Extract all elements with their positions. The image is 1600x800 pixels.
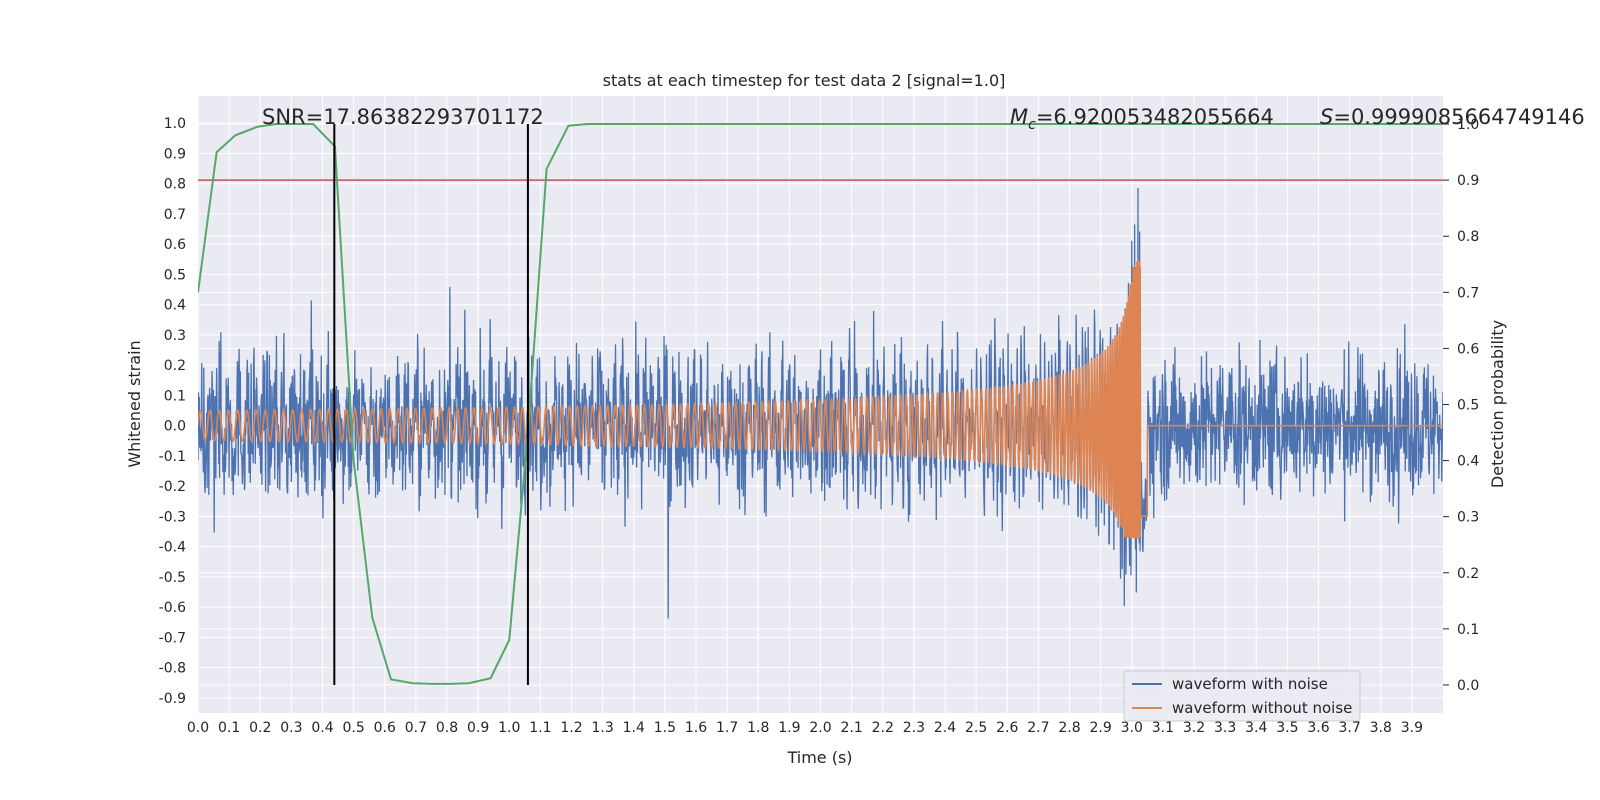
x-tick-label: 3.2 [1183, 720, 1205, 736]
x-tick-label: 2.5 [965, 720, 987, 736]
y-tick-label: -0.3 [159, 509, 186, 525]
y2-tick-label: 0.0 [1457, 678, 1479, 694]
y-tick-label: -0.2 [159, 479, 186, 495]
x-tick-label: 2.1 [840, 720, 862, 736]
mc-symbol: M [1010, 105, 1028, 129]
x-tick-label: 1.6 [685, 720, 707, 736]
x-axis-label: Time (s) [786, 748, 852, 767]
x-tick-label: 0.7 [405, 720, 427, 736]
x-tick-label: 0.8 [436, 720, 458, 736]
x-tick-label: 1.9 [778, 720, 800, 736]
y2-tick-label: 1.0 [1457, 117, 1479, 133]
x-tick-label: 0.1 [218, 720, 240, 736]
x-tick-label: 3.8 [1370, 720, 1392, 736]
x-tick-label: 0.6 [374, 720, 396, 736]
y2-tick-label: 0.1 [1457, 622, 1479, 638]
legend-label-clean: waveform without noise [1172, 699, 1352, 717]
series-layer [198, 123, 1443, 685]
x-tick-label: 2.7 [1027, 720, 1049, 736]
x-tick-label: 2.2 [872, 720, 894, 736]
x-tick-label: 2.0 [809, 720, 831, 736]
y-tick-label: 0.3 [164, 328, 186, 344]
y-tick-label: 0.5 [164, 267, 186, 283]
x-tick-label: 1.0 [498, 720, 520, 736]
x-tick-label: 3.6 [1307, 720, 1329, 736]
x-tick-label: 0.3 [280, 720, 302, 736]
y-tick-label: -0.6 [159, 600, 186, 616]
x-tick-label: 1.7 [716, 720, 738, 736]
y2-axis-ticks: 1.0 0.9 0.8 0.7 0.6 0.5 0.4 0.3 0.2 0.1 0.0 [1443, 117, 1479, 694]
y-tick-label: -0.8 [159, 661, 186, 677]
x-tick-label: 3.9 [1401, 720, 1423, 736]
x-tick-label: 1.5 [654, 720, 676, 736]
x-tick-label: 3.0 [1121, 720, 1143, 736]
x-tick-label: 0.9 [467, 720, 489, 736]
x-tick-label: 2.4 [934, 720, 956, 736]
x-tick-label: 0.2 [249, 720, 271, 736]
y2-tick-label: 0.4 [1457, 454, 1479, 470]
y2-tick-label: 0.5 [1457, 398, 1479, 414]
y-tick-label: -0.5 [159, 570, 186, 586]
annotations: SNR=17.86382293701172 Mc=6.9200534820556… [262, 105, 1585, 133]
x-tick-label: 1.4 [623, 720, 645, 736]
x-tick-label: 0.4 [311, 720, 333, 736]
y2-tick-label: 0.3 [1457, 510, 1479, 526]
x-tick-label: 1.1 [529, 720, 551, 736]
snr-annotation: SNR=17.86382293701172 [262, 105, 544, 129]
x-tick-label: 0.0 [187, 720, 209, 736]
x-tick-label: 1.8 [747, 720, 769, 736]
plot-area [197, 96, 1443, 713]
y-tick-label: 0.8 [164, 177, 186, 193]
y-tick-label: 0.6 [164, 237, 186, 253]
y-axis-label: Whitened strain [125, 340, 144, 467]
s-annotation: S=0.9999085664749146 [1320, 105, 1585, 129]
x-tick-label: 2.6 [996, 720, 1018, 736]
mc-value: =6.920053482055664 [1036, 105, 1274, 129]
x-tick-label: 3.7 [1338, 720, 1360, 736]
legend-label-noisy: waveform with noise [1172, 675, 1328, 693]
x-tick-label: 3.5 [1276, 720, 1298, 736]
y2-tick-label: 0.2 [1457, 566, 1479, 582]
mc-subscript: c [1028, 117, 1036, 133]
x-tick-label: 2.8 [1058, 720, 1080, 736]
y-tick-label: 0.1 [164, 388, 186, 404]
y-tick-label: 0.4 [164, 298, 186, 314]
y-tick-label: -0.9 [159, 691, 186, 707]
legend-box [1123, 670, 1361, 722]
y-tick-label: -0.4 [159, 540, 186, 556]
s-symbol: S [1320, 105, 1333, 129]
y-tick-label: 0.0 [164, 419, 186, 435]
s-value: =0.9999085664749146 [1333, 105, 1584, 129]
y-tick-label: -0.1 [159, 449, 186, 465]
x-tick-label: 3.1 [1152, 720, 1174, 736]
x-tick-label: 3.3 [1214, 720, 1236, 736]
legend: waveform with noise waveform without noi… [1123, 670, 1361, 722]
y-axis-ticks: 1.0 0.9 0.8 0.7 0.6 0.5 0.4 0.3 0.2 0.1 0.0 -0.1 -0.… [159, 116, 186, 707]
x-tick-label: 1.2 [560, 720, 582, 736]
chart-title: stats at each timestep for test data 2 [… [603, 71, 1006, 90]
y-tick-label: -0.7 [159, 630, 186, 646]
x-tick-label: 1.3 [591, 720, 613, 736]
y2-axis-label: Detection probability [1488, 320, 1507, 488]
series-waveform-without-noise [198, 259, 1443, 539]
x-tick-label: 0.5 [342, 720, 364, 736]
y2-tick-label: 0.6 [1457, 341, 1479, 357]
y2-tick-label: 0.8 [1457, 229, 1479, 245]
mc-annotation: Mc=6.920053482055664 [1010, 105, 1274, 133]
y2-tick-label: 0.7 [1457, 285, 1479, 301]
series-waveform-with-noise [198, 187, 1443, 619]
x-axis-ticks: 0.0 0.1 0.2 0.3 0.4 0.5 0.6 0.7 0.8 0.9 1.0 1.1 1.2 1… [187, 720, 1423, 736]
y-tick-label: 0.9 [164, 146, 186, 162]
y-tick-label: 0.7 [164, 207, 186, 223]
y-tick-label: 0.2 [164, 358, 186, 374]
y2-tick-label: 0.9 [1457, 173, 1479, 189]
x-tick-label: 2.3 [903, 720, 925, 736]
x-tick-label: 3.4 [1245, 720, 1267, 736]
series-detection-probability [198, 123, 1443, 685]
x-tick-label: 2.9 [1089, 720, 1111, 736]
y-tick-label: 1.0 [164, 116, 186, 132]
